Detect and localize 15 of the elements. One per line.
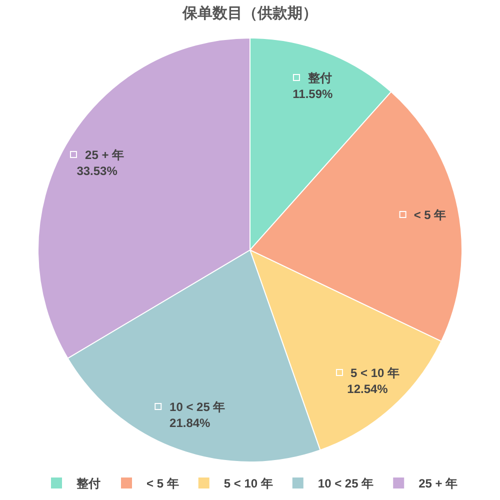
legend-label: 5 < 10 年 xyxy=(224,476,273,491)
legend-label: 10 < 25 年 xyxy=(318,476,374,491)
legend-label: < 5 年 xyxy=(146,476,179,491)
slice-label: 5 < 10 年 xyxy=(350,366,400,380)
slice-label: < 5 年 xyxy=(414,208,446,222)
legend-label: 25 + 年 xyxy=(418,476,458,491)
legend-label: 整付 xyxy=(76,476,100,491)
chart-title: 保单数目（供款期） xyxy=(182,5,318,22)
data-label: 12.54% xyxy=(346,380,389,397)
data-label: 11.59% xyxy=(292,86,333,102)
data-label: 33.53% xyxy=(76,162,118,179)
slice-label: 10 < 25 年 xyxy=(170,400,226,414)
slice-label: 整付 xyxy=(308,70,332,85)
data-label: 21.84% xyxy=(168,415,212,432)
slice-label: 25 + 年 xyxy=(85,148,124,162)
